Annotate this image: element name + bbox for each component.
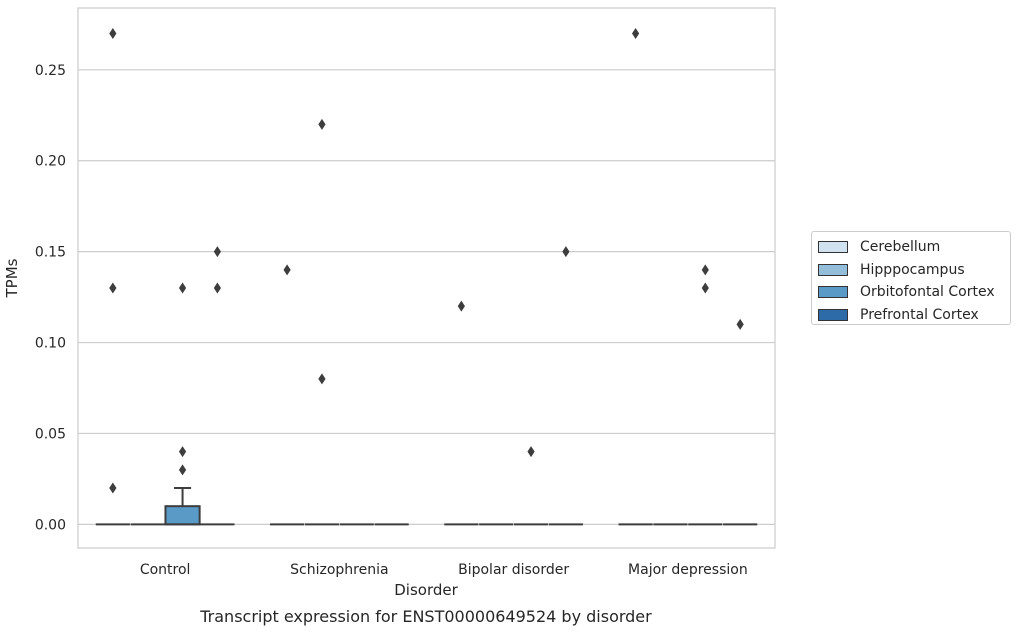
legend-swatch-orbitofrontal: [818, 286, 848, 299]
box: [164, 505, 201, 526]
legend-label: Hipppocampus: [860, 261, 965, 278]
y-tick-label: 0.00: [35, 517, 66, 533]
x-axis-label: Disorder: [394, 581, 458, 599]
outlier-point: [109, 282, 117, 294]
legend-item: Orbitofontal Cortex: [818, 281, 1010, 304]
outlier-point: [701, 282, 709, 294]
x-tick-label: Control: [140, 562, 191, 578]
y-tick-label: 0.10: [35, 336, 66, 352]
x-tick-label: Major depression: [628, 562, 748, 578]
outlier-point: [178, 446, 187, 458]
x-tick-label: Schizophrenia: [290, 562, 388, 578]
outlier-point: [457, 300, 465, 312]
y-tick-label: 0.05: [35, 426, 66, 442]
outlier-point: [318, 118, 326, 130]
outlier-point: [213, 246, 221, 258]
legend-label: Prefrontal Cortex: [860, 306, 979, 323]
outlier-point: [632, 27, 640, 39]
outlier-point: [318, 373, 326, 385]
legend-swatch-prefrontal: [818, 308, 848, 321]
y-axis-label: TPMs: [3, 258, 21, 298]
legend: Cerebellum Hipppocampus Orbitofontal Cor…: [811, 231, 1011, 325]
legend-label: Cerebellum: [860, 239, 941, 256]
legend-item: Cerebellum: [818, 236, 1010, 259]
legend-swatch-cerebellum: [818, 241, 848, 254]
legend-item: Hipppocampus: [818, 259, 1010, 282]
outlier-point: [109, 27, 117, 39]
outlier-point: [701, 264, 709, 276]
outlier-point: [736, 318, 744, 330]
legend-swatch-hippocampus: [818, 263, 848, 276]
x-tick-label: Bipolar disorder: [458, 562, 569, 578]
y-tick-label: 0.25: [35, 63, 66, 79]
chart-title: Transcript expression for ENST0000064952…: [199, 607, 652, 626]
y-tick-label: 0.20: [35, 154, 66, 170]
outlier-point: [109, 482, 117, 494]
outlier-point: [283, 264, 291, 276]
box-group: [164, 487, 201, 526]
plot-area: [77, 7, 776, 549]
outlier-point: [562, 246, 570, 258]
outlier-point: [178, 282, 187, 294]
outlier-point: [527, 446, 535, 458]
legend-item: Prefrontal Cortex: [818, 304, 1010, 327]
y-tick-label: 0.15: [35, 245, 66, 261]
legend-label: Orbitofontal Cortex: [860, 284, 995, 301]
outlier-point: [213, 282, 221, 294]
outlier-point: [178, 464, 187, 476]
